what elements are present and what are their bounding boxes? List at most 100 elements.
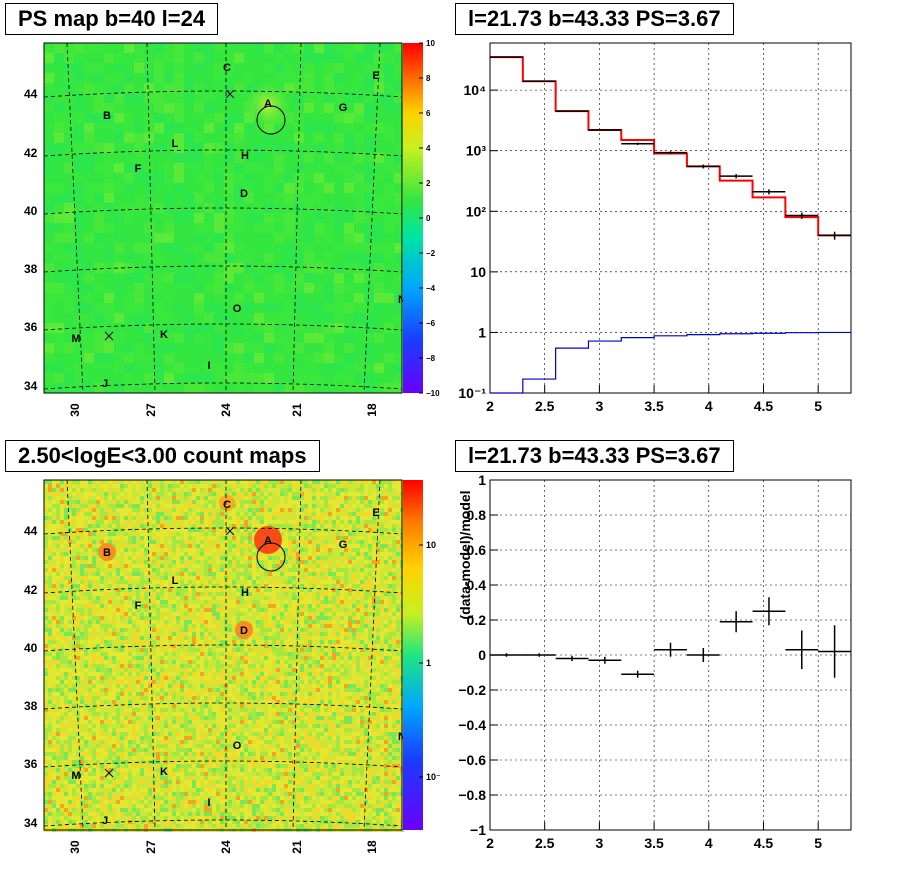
x-tick-label: 3.5	[644, 835, 664, 851]
colorbar-tick-label: 8	[426, 74, 431, 83]
source-label-h: H	[241, 150, 249, 162]
spectrum-title: l=21.73 b=43.33 PS=3.67	[455, 3, 734, 35]
colorbar-tick-label: 4	[426, 144, 431, 153]
residual-point	[654, 643, 687, 657]
source-label-d: D	[240, 625, 248, 637]
colorbar-tick-label: −4	[426, 284, 436, 293]
model-fraction-step-line	[490, 332, 851, 393]
x-tick-label: 4.5	[754, 398, 774, 414]
x-tick-label: 4	[705, 835, 713, 851]
model-step-line	[490, 57, 851, 235]
lon-tick-label: 30	[68, 840, 82, 854]
colorbar-tick-label: −10	[426, 389, 440, 398]
residual-point	[720, 611, 753, 632]
source-label-j: J	[102, 378, 108, 390]
y-tick-label: 10²	[466, 203, 487, 219]
residual-point	[490, 653, 523, 657]
source-label-o: O	[233, 740, 242, 752]
map-title-top: PS map b=40 l=24	[5, 3, 218, 35]
y-tick-label: 10⁻¹	[458, 385, 486, 401]
source-label-m: M	[71, 333, 80, 345]
source-label-k: K	[160, 329, 168, 341]
lat-tick-label: 42	[24, 583, 38, 597]
data-point	[556, 111, 589, 112]
colorbar-tick-label: 10	[426, 39, 435, 48]
y-tick-label: −0.6	[458, 752, 486, 768]
y-tick-label: 10⁴	[464, 82, 487, 98]
data-point	[753, 189, 786, 194]
y-tick-label: −0.4	[458, 717, 486, 733]
lon-tick-label: 24	[219, 403, 233, 417]
colorbar-tick-label: 10	[426, 540, 436, 550]
source-label-m: M	[71, 770, 80, 782]
residual-point	[556, 656, 589, 661]
lon-tick-label: 21	[290, 403, 304, 417]
lat-tick-label: 40	[24, 641, 38, 655]
data-point	[818, 232, 851, 240]
y-tick-label: −1	[470, 822, 486, 838]
residual-point	[687, 648, 720, 662]
lon-tick-label: 18	[365, 840, 379, 854]
x-tick-label: 3.5	[644, 398, 664, 414]
source-label-i: I	[207, 360, 210, 372]
colorbar-tick-label: −6	[426, 319, 436, 328]
colorbar-tick-label: 6	[426, 109, 431, 118]
lon-tick-label: 21	[290, 840, 304, 854]
x-tick-label: 2.5	[535, 835, 555, 851]
colorbar-tick-label: 0	[426, 214, 431, 223]
x-tick-label: 4.5	[754, 835, 774, 851]
colorbar-tick-label: 1	[426, 658, 431, 668]
source-label-f: F	[135, 600, 142, 612]
x-tick-label: 4	[705, 398, 713, 414]
source-label-i: I	[207, 797, 210, 809]
x-tick-label: 2	[486, 835, 494, 851]
x-tick-label: 2	[486, 398, 494, 414]
residual-point	[785, 631, 818, 670]
lat-tick-label: 34	[24, 816, 38, 830]
y-tick-label: 0	[478, 647, 486, 663]
source-label-e: E	[372, 507, 379, 519]
source-label-b: B	[103, 110, 111, 122]
lon-tick-label: 30	[68, 403, 82, 417]
source-label-c: C	[223, 62, 231, 74]
colorbar-tick-label: 10⁻¹	[426, 772, 440, 782]
source-label-a: A	[264, 535, 272, 547]
residual-point	[753, 597, 786, 625]
source-label-c: C	[223, 499, 231, 511]
source-label-l: L	[172, 138, 179, 150]
y-tick-label: −0.2	[458, 682, 486, 698]
y-tick-label: 10³	[466, 143, 487, 159]
data-point	[720, 174, 753, 178]
lat-tick-label: 44	[24, 524, 38, 538]
colorbar-tick-label: −2	[426, 249, 436, 258]
y-tick-label: −0.8	[458, 787, 486, 803]
source-label-l: L	[172, 575, 179, 587]
y-tick-label: 1	[478, 324, 486, 340]
data-point	[523, 81, 556, 82]
residual-title: l=21.73 b=43.33 PS=3.67	[455, 440, 734, 472]
source-label-f: F	[135, 163, 142, 175]
lat-tick-label: 38	[24, 262, 38, 276]
source-label-h: H	[241, 587, 249, 599]
source-label-d: D	[240, 188, 248, 200]
data-point	[621, 143, 654, 145]
x-tick-label: 5	[814, 835, 822, 851]
y-axis-label: (data-model)/model	[457, 490, 473, 619]
source-label-g: G	[339, 539, 348, 551]
y-tick-label: 10	[470, 264, 486, 280]
lat-tick-label: 44	[24, 87, 38, 101]
residual-point	[621, 671, 654, 678]
residual-point	[818, 625, 851, 678]
source-label-e: E	[372, 70, 379, 82]
residual-point	[588, 657, 621, 664]
x-tick-label: 5	[814, 398, 822, 414]
colorbar-tick-label: −8	[426, 354, 436, 363]
lat-tick-label: 40	[24, 204, 38, 218]
lon-tick-label: 27	[144, 840, 158, 854]
source-label-j: J	[102, 815, 108, 827]
